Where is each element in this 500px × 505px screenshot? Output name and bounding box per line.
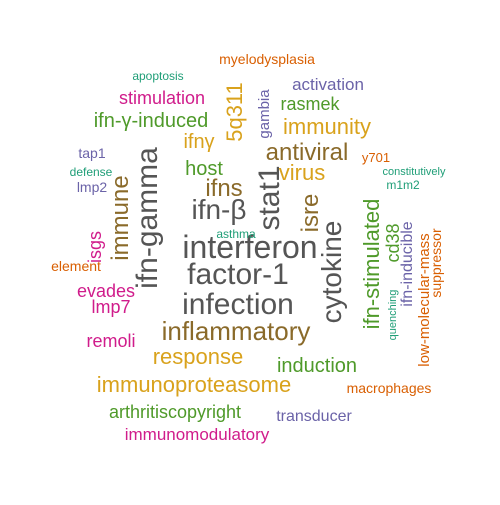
- word-arthritiscopyright: arthritiscopyright: [109, 402, 241, 422]
- word-lmp2: lmp2: [77, 179, 108, 195]
- word-ifn-gamma: ifn-gamma: [131, 147, 164, 289]
- word-lmp7: lmp7: [91, 297, 130, 317]
- word-rasmek: rasmek: [280, 94, 340, 114]
- word-gambia: gambia: [256, 89, 273, 139]
- word-isre: isre: [297, 194, 324, 233]
- word-evades: evades: [77, 281, 135, 301]
- word-remoli: remoli: [86, 331, 135, 351]
- word-myelodysplasia: myelodysplasia: [219, 51, 315, 67]
- word-suppressor: suppressor: [428, 228, 444, 298]
- word-ifns: ifns: [205, 175, 242, 202]
- word-host: host: [185, 158, 223, 180]
- word-activation: activation: [292, 75, 364, 94]
- word-transducer: transducer: [276, 408, 352, 425]
- word-defense: defense: [70, 165, 113, 179]
- word-cytokine: cytokine: [316, 221, 347, 324]
- word-infection: infection: [182, 288, 294, 321]
- word-antiviral: antiviral: [266, 139, 349, 166]
- word-factor-1: factor-1: [187, 258, 289, 291]
- word-ifngamma-short: ifnγ: [183, 131, 214, 153]
- word-stimulation: stimulation: [119, 88, 205, 108]
- word-ifn-beta: ifn-β: [191, 194, 246, 225]
- word-virus: virus: [279, 160, 325, 185]
- word-low-molecular-mass: low-molecular-mass: [416, 233, 433, 366]
- word-constitutively: constitutively: [383, 166, 446, 178]
- word-m1m2: m1m2: [386, 178, 420, 192]
- word-asthma: asthma: [216, 227, 256, 241]
- word-ifn-inducible: ifn-inducible: [399, 221, 416, 306]
- word-y701: y701: [362, 150, 390, 165]
- word-immune: immune: [107, 175, 134, 260]
- word-isgs: isgs: [85, 231, 105, 263]
- word-interferon: interferon: [182, 229, 317, 265]
- word-response: response: [153, 344, 244, 369]
- word-stat1: stat1: [253, 165, 286, 230]
- word-cd38: cd38: [383, 223, 403, 262]
- word-apoptosis: apoptosis: [132, 69, 183, 83]
- word-element: element: [51, 258, 101, 274]
- word-macrophages: macrophages: [347, 380, 432, 396]
- word-inflammatory: inflammatory: [162, 316, 311, 346]
- word-tap1: tap1: [78, 145, 105, 161]
- word-5q311: 5q311: [222, 82, 247, 142]
- word-immunoproteasome: immunoproteasome: [97, 372, 291, 397]
- word-immunomodulatory: immunomodulatory: [125, 425, 270, 444]
- word-quenching: quenching: [387, 290, 399, 341]
- word-ifn-gamma-induced: ifn-γ-induced: [94, 110, 209, 132]
- word-induction: induction: [277, 355, 357, 377]
- word-immunity: immunity: [283, 114, 371, 139]
- word-ifn-stimulated: ifn-stimulated: [359, 199, 384, 330]
